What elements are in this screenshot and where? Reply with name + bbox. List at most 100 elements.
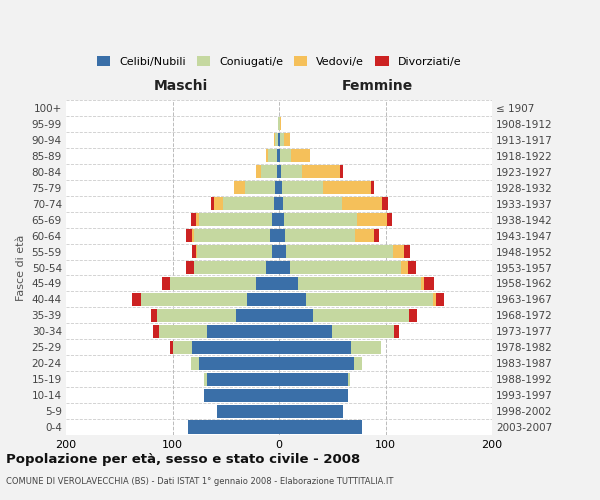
Bar <box>279 118 280 130</box>
Bar <box>277 150 279 162</box>
Bar <box>401 261 408 274</box>
Bar <box>386 213 392 226</box>
Bar <box>436 293 444 306</box>
Bar <box>191 213 196 226</box>
Bar <box>279 165 281 178</box>
Bar <box>256 165 261 178</box>
Bar <box>279 277 298 290</box>
Bar <box>247 293 279 306</box>
Bar <box>394 325 400 338</box>
Bar <box>132 293 140 306</box>
Bar <box>205 388 279 402</box>
Bar <box>279 356 353 370</box>
Bar <box>234 181 245 194</box>
Bar <box>205 372 206 386</box>
Bar <box>266 150 268 162</box>
Bar <box>302 165 340 178</box>
Bar <box>277 165 279 178</box>
Bar <box>291 150 310 162</box>
Bar <box>151 309 157 322</box>
Bar <box>332 325 394 338</box>
Bar <box>279 213 284 226</box>
Bar <box>261 165 277 178</box>
Bar <box>424 277 434 290</box>
Bar <box>206 372 279 386</box>
Bar <box>170 277 256 290</box>
Bar <box>272 213 279 226</box>
Bar <box>284 213 357 226</box>
Bar <box>206 325 279 338</box>
Bar <box>284 134 290 146</box>
Bar <box>268 150 277 162</box>
Bar <box>279 309 313 322</box>
Bar <box>188 420 279 434</box>
Bar <box>305 293 433 306</box>
Text: Femmine: Femmine <box>341 80 413 94</box>
Bar <box>348 372 350 386</box>
Bar <box>278 118 279 130</box>
Bar <box>286 229 355 242</box>
Bar <box>274 134 275 146</box>
Bar <box>280 118 281 130</box>
Bar <box>199 356 279 370</box>
Bar <box>236 309 279 322</box>
Bar <box>140 293 247 306</box>
Bar <box>196 213 199 226</box>
Bar <box>279 388 348 402</box>
Bar <box>433 293 436 306</box>
Text: COMUNE DI VEROLAVECCHIA (BS) - Dati ISTAT 1° gennaio 2008 - Elaborazione TUTTITA: COMUNE DI VEROLAVECCHIA (BS) - Dati ISTA… <box>6 478 394 486</box>
Bar <box>271 229 279 242</box>
Bar <box>279 150 280 162</box>
Bar <box>374 229 379 242</box>
Bar <box>279 229 286 242</box>
Bar <box>298 277 421 290</box>
Bar <box>313 309 409 322</box>
Bar <box>409 309 418 322</box>
Bar <box>194 261 266 274</box>
Bar <box>191 229 194 242</box>
Bar <box>157 309 236 322</box>
Bar <box>279 261 290 274</box>
Bar <box>280 134 284 146</box>
Bar <box>191 340 279 354</box>
Text: Popolazione per età, sesso e stato civile - 2008: Popolazione per età, sesso e stato civil… <box>6 452 360 466</box>
Bar <box>281 165 302 178</box>
Bar <box>266 261 279 274</box>
Bar <box>279 197 283 210</box>
Bar <box>340 165 343 178</box>
Bar <box>421 277 424 290</box>
Bar <box>217 404 279 417</box>
Bar <box>355 229 374 242</box>
Bar <box>187 229 191 242</box>
Bar <box>323 181 371 194</box>
Bar <box>290 261 401 274</box>
Bar <box>279 245 286 258</box>
Bar <box>154 325 158 338</box>
Bar <box>194 229 271 242</box>
Bar <box>382 197 388 210</box>
Bar <box>279 134 280 146</box>
Bar <box>223 197 274 210</box>
Bar <box>196 245 197 258</box>
Bar <box>278 134 279 146</box>
Legend: Celibi/Nubili, Coniugati/e, Vedovi/e, Divorziati/e: Celibi/Nubili, Coniugati/e, Vedovi/e, Di… <box>92 52 466 72</box>
Bar <box>342 197 382 210</box>
Bar <box>191 245 196 258</box>
Bar <box>187 261 194 274</box>
Bar <box>280 150 291 162</box>
Bar <box>245 181 275 194</box>
Bar <box>371 181 374 194</box>
Bar <box>353 356 362 370</box>
Bar <box>352 340 381 354</box>
Bar <box>279 420 362 434</box>
Bar <box>279 325 332 338</box>
Bar <box>199 213 272 226</box>
Bar <box>274 197 279 210</box>
Bar <box>282 181 323 194</box>
Bar <box>275 134 278 146</box>
Bar <box>357 213 386 226</box>
Bar <box>173 340 191 354</box>
Bar <box>191 356 199 370</box>
Bar <box>279 181 282 194</box>
Bar <box>286 245 393 258</box>
